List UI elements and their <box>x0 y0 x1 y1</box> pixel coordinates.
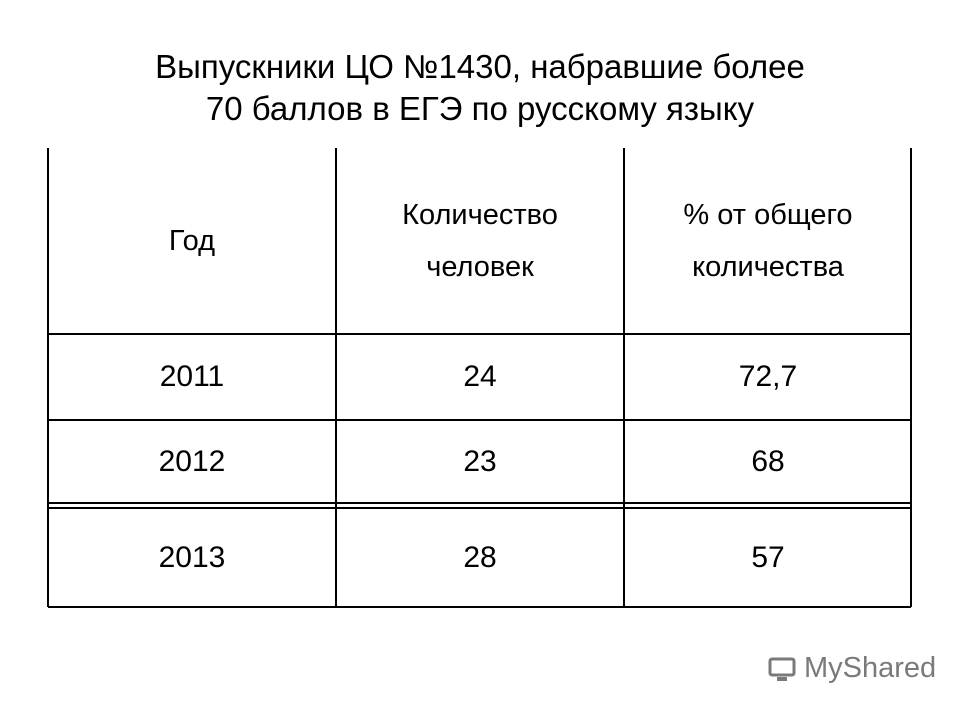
header-cell: Год <box>48 148 336 334</box>
header-text: человек <box>426 251 534 283</box>
border <box>623 148 625 607</box>
border <box>48 419 911 421</box>
table-cell: 28 <box>463 540 497 574</box>
watermark: MyShared <box>768 652 936 685</box>
border <box>48 606 911 608</box>
table-cell: 2012 <box>158 444 226 478</box>
header-text: % от общего <box>683 199 853 231</box>
header-text: Год <box>168 225 216 257</box>
table-cell: 24 <box>463 360 497 393</box>
border <box>910 148 912 607</box>
watermark-icon <box>768 657 796 681</box>
title-line: Выпускники ЦО №1430, набравшие более <box>155 48 805 85</box>
title-line: 70 баллов в ЕГЭ по русскому языку <box>205 90 755 127</box>
border <box>48 507 911 509</box>
table-cell: 72,7 <box>738 360 798 393</box>
border <box>48 502 911 504</box>
table-cell: 2013 <box>158 540 226 574</box>
table-cell: 23 <box>463 444 497 478</box>
table-cell: 68 <box>751 444 785 478</box>
border <box>47 148 49 607</box>
table: Год Количество человек % от общего количеств… <box>47 148 912 608</box>
table-cell: 57 <box>751 540 785 574</box>
border <box>48 333 911 335</box>
watermark-text: MyShared <box>804 652 937 684</box>
border <box>335 148 337 607</box>
header-text: Количество <box>402 199 558 231</box>
table-cell: 2011 <box>159 360 225 393</box>
header-text: количества <box>692 251 844 283</box>
header-cell: Количество человек <box>336 148 624 334</box>
header-cell: % от общего количества <box>624 148 912 334</box>
